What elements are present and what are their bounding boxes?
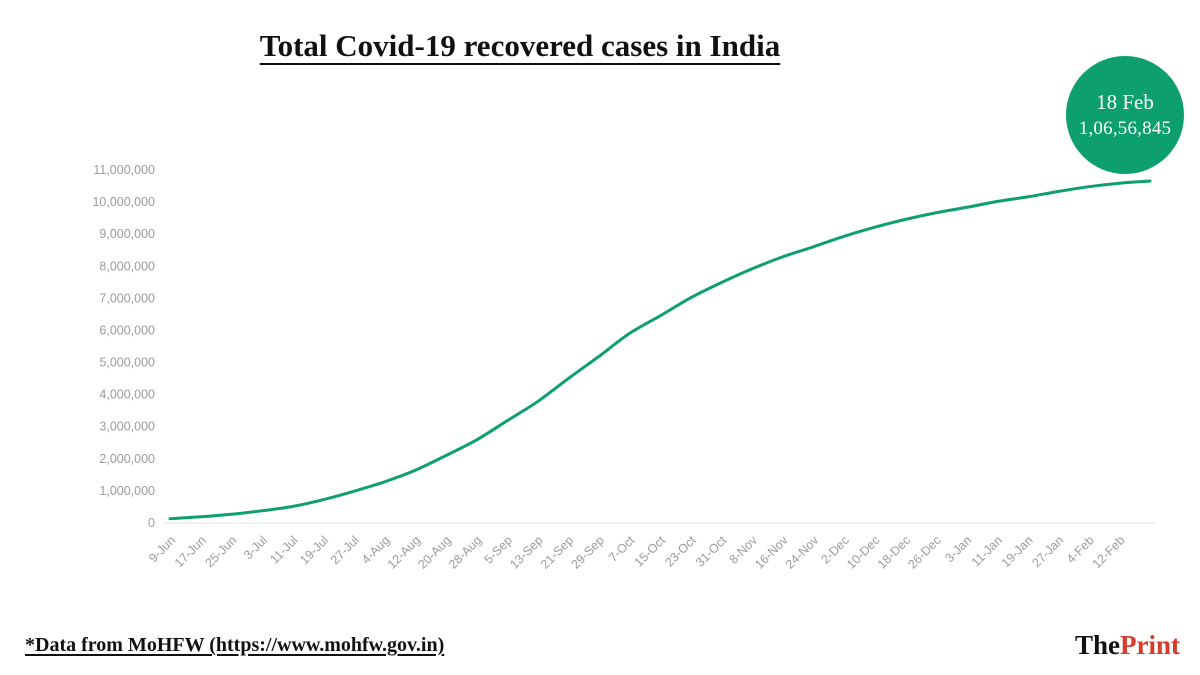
y-tick-label: 1,000,000: [99, 484, 155, 498]
x-tick-label: 17-Jun: [172, 533, 209, 570]
badge-value: 1,06,56,845: [1078, 118, 1172, 139]
logo-the: The: [1074, 630, 1120, 660]
x-tick-label: 23-Oct: [662, 533, 699, 570]
y-tick-label: 5,000,000: [99, 356, 155, 370]
chart-title: Total Covid-19 recovered cases in India: [259, 28, 781, 63]
x-tick-label: 27-Jan: [1029, 533, 1066, 570]
source-note: *Data from MoHFW (https://www.mohfw.gov.…: [25, 634, 445, 656]
x-tick-label: 26-Dec: [905, 533, 943, 571]
x-tick-label: 31-Oct: [693, 533, 730, 570]
x-tick-label: 24-Nov: [783, 533, 822, 572]
chart-canvas: 0 1,000,000 2,000,000 3,000,000 4,000,000 5,0…: [92, 163, 1155, 572]
x-tick-label: 18-Dec: [875, 533, 913, 571]
x-tick-label: 29-Sep: [568, 533, 606, 571]
x-tick-label: 11-Jul: [267, 533, 300, 566]
series-line: [168, 179, 1152, 521]
x-tick-label: 15-Oct: [632, 533, 669, 570]
y-tick-label: 6,000,000: [99, 323, 155, 337]
x-tick-label: 12-Aug: [385, 533, 423, 571]
x-tick-label: 20-Aug: [415, 533, 453, 571]
latest-value-badge: 18 Feb 1,06,56,845: [1066, 56, 1184, 174]
y-tick-label: 4,000,000: [99, 388, 155, 402]
x-tick-label: 16-Nov: [752, 533, 791, 572]
x-tick-label: 3-Jul: [241, 533, 270, 562]
y-tick-label: 10,000,000: [92, 195, 155, 209]
x-tick-label: 19-Jul: [297, 533, 331, 567]
y-tick-label: 8,000,000: [99, 259, 155, 273]
x-tick-label: 13-Sep: [507, 533, 545, 571]
y-tick-label: 9,000,000: [99, 227, 155, 241]
badge-date: 18 Feb: [1096, 90, 1154, 114]
x-tick-label: 11-Jan: [969, 533, 1005, 569]
x-tick-label: 21-Sep: [538, 533, 576, 571]
x-tick-label: 19-Jan: [999, 533, 1036, 570]
y-tick-label: 2,000,000: [99, 452, 155, 466]
logo-print: Print: [1120, 630, 1180, 660]
y-tick-label: 11,000,000: [93, 163, 155, 177]
x-tick-label: 27-Jul: [328, 533, 362, 567]
y-tick-label: 0: [148, 516, 155, 530]
y-tick-label: 3,000,000: [99, 420, 155, 434]
x-tick-label: 10-Dec: [844, 533, 882, 571]
x-tick-label: 28-Aug: [446, 533, 484, 571]
y-tick-label: 7,000,000: [99, 291, 155, 305]
x-tick-label: 25-Jun: [202, 533, 239, 570]
theprint-logo: ThePrint: [1075, 630, 1180, 661]
x-tick-label: 12-Feb: [1090, 533, 1128, 571]
line-chart: 0 1,000,000 2,000,000 3,000,000 4,000,000 5,0…: [92, 163, 1155, 572]
